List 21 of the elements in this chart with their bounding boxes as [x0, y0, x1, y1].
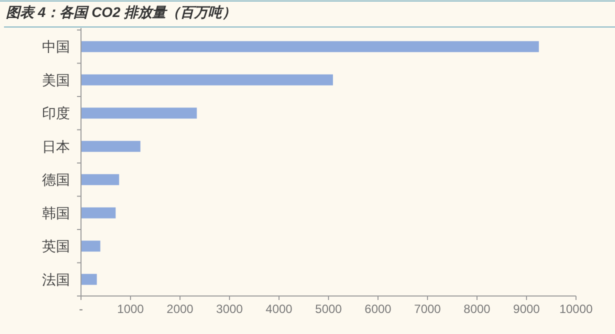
x-tick-label: - — [79, 302, 83, 316]
y-tick-label: 法国 — [42, 271, 70, 288]
y-tick-label: 美国 — [42, 72, 70, 88]
y-tick-label: 英国 — [42, 238, 70, 254]
plot: 中国 美国 印度 日本 德国 韩国 英国 法国 - 1000 2000 3000 4000 5000 6000 7000 8000 9000 10000 — [42, 28, 593, 316]
x-tick-label: 6000 — [364, 302, 392, 316]
x-tick-label: 7000 — [414, 302, 442, 316]
y-tick-label: 韩国 — [42, 204, 70, 221]
x-tick-label: 9000 — [513, 302, 540, 316]
y-tick-label: 德国 — [42, 172, 70, 188]
title: 图表 4：各国 CO2 排放量（百万吨） — [6, 4, 236, 20]
x-tick-label: 8000 — [464, 302, 491, 316]
y-tick-label: 印度 — [42, 105, 70, 122]
x-tick-label: 10000 — [559, 302, 594, 316]
x-tick-label: 2000 — [166, 302, 194, 316]
x-tick-label: 4000 — [266, 302, 293, 316]
x-tick-label: 1000 — [117, 302, 144, 316]
x-tick-label: 3000 — [216, 302, 244, 316]
x-tick-label: 5000 — [315, 302, 342, 316]
y-tick-label: 日本 — [42, 138, 70, 154]
y-tick-label: 中国 — [42, 38, 70, 55]
